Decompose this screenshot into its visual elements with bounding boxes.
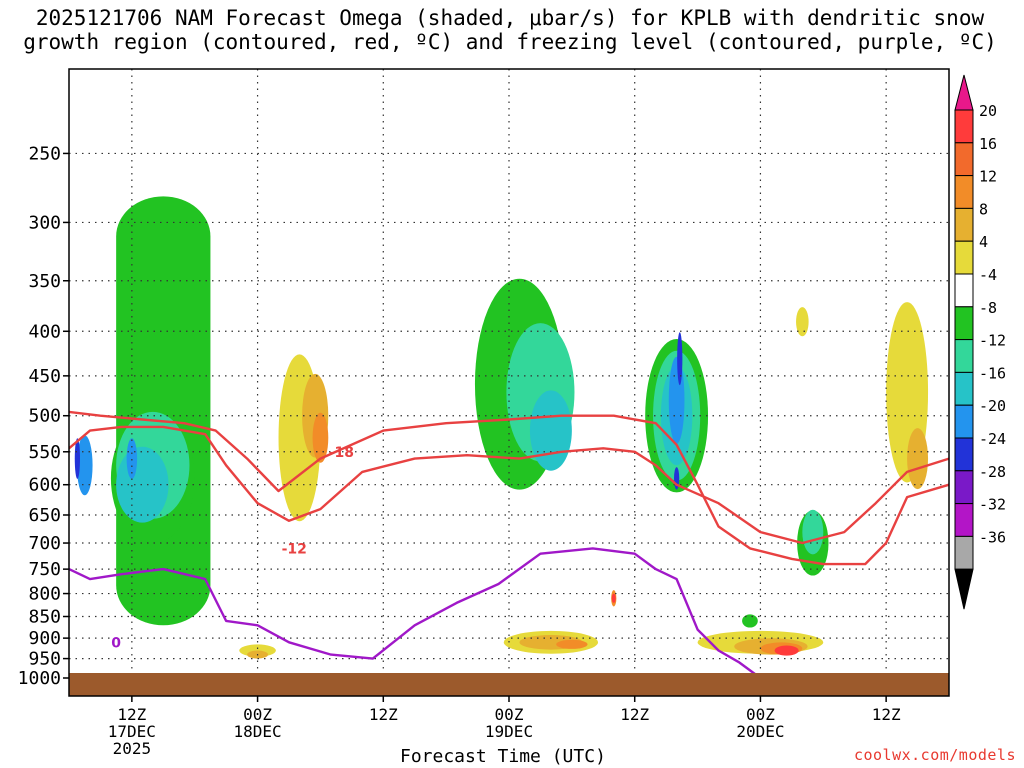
y-tick-label-600: 600 — [28, 475, 61, 496]
omega-layer-omega_-20_to_-24 — [74, 332, 683, 490]
colorbar-label--24: -24 — [979, 430, 1006, 448]
colorbar-label-4: 4 — [979, 233, 988, 251]
y-tick-label-700: 700 — [28, 533, 61, 554]
y-tick-label-1000: 1000 — [18, 668, 61, 689]
colorbar-segment-0 — [954, 109, 974, 144]
y-tick-label-750: 750 — [28, 559, 61, 580]
colorbar-label--16: -16 — [979, 364, 1006, 382]
colorbar-segment-12 — [954, 503, 974, 537]
ground-surface — [69, 673, 949, 696]
colorbar-label-16: 16 — [979, 135, 997, 153]
x-tick-label-0-1: 17DEC — [108, 722, 156, 741]
x-tick-label-2-0: 12Z — [369, 705, 398, 724]
omega-cell-8-0 — [774, 645, 799, 656]
y-tick-label-250: 250 — [28, 143, 61, 164]
site-credit: coolwx.com/models — [853, 746, 1016, 764]
omega-band-0-0 — [116, 196, 211, 626]
x-tick-label-6-0: 12Z — [872, 705, 901, 724]
colorbar-segment-5 — [954, 273, 974, 308]
colorbar-label--12: -12 — [979, 332, 1006, 350]
colorbar-segment-1 — [954, 142, 974, 177]
x-tick-label-5-0: 00Z — [746, 705, 775, 724]
chart-title-line-1: 2025121706 NAM Forecast Omega (shaded, μ… — [35, 6, 985, 30]
contour-label-0: -12 — [282, 541, 307, 557]
y-tick-label-400: 400 — [28, 321, 61, 342]
omega-cell-3-0 — [76, 435, 93, 496]
omega-cell-8-1 — [611, 593, 616, 603]
x-tick-label-1-0: 00Z — [243, 705, 272, 724]
omega-cell-6-3 — [907, 428, 929, 490]
colorbar-bottom-triangle — [954, 568, 974, 610]
y-tick-label-650: 650 — [28, 505, 61, 526]
omega-cell-7-0 — [312, 412, 329, 463]
colorbar-segment-8 — [954, 371, 974, 406]
omega-cell-4-1 — [677, 332, 683, 386]
colorbar-label--4: -4 — [979, 266, 997, 284]
contour-line-0 — [69, 425, 949, 545]
colorbar-segment-2 — [954, 175, 974, 209]
colorbar-label-8: 8 — [979, 200, 988, 218]
x-tick-label-3-1: 19DEC — [485, 722, 533, 741]
colorbar-label--36: -36 — [979, 528, 1006, 546]
y-tick-label-550: 550 — [28, 442, 61, 463]
colorbar-segment-6 — [954, 306, 974, 341]
omega-cell-5-5 — [796, 307, 809, 337]
x-tick-label-5-1: 20DEC — [736, 722, 784, 741]
y-tick-label-900: 900 — [28, 628, 61, 649]
contour-label-2: 0 — [111, 635, 121, 651]
omega-cell-0-4 — [742, 614, 758, 628]
y-tick-label-350: 350 — [28, 271, 61, 292]
x-tick-label-4-0: 12Z — [620, 705, 649, 724]
colorbar-top-triangle — [954, 74, 974, 111]
x-tick-label-1-1: 18DEC — [233, 722, 281, 741]
colorbar-segment-11 — [954, 470, 974, 505]
y-tick-label-950: 950 — [28, 649, 61, 670]
contour-line-1 — [69, 410, 949, 566]
omega-cell-1-3 — [802, 509, 824, 555]
colorbar-label--32: -32 — [979, 496, 1006, 514]
colorbar-segment-10 — [954, 437, 974, 472]
contour-label-1: -18 — [329, 445, 354, 461]
omega-cell-2-1 — [529, 390, 572, 471]
colorbar-label--8: -8 — [979, 299, 997, 317]
colorbar-segment-7 — [954, 339, 974, 373]
omega-cell-3-1 — [126, 438, 138, 479]
x-axis-title: Forecast Time (UTC) — [400, 746, 606, 767]
y-axis: 2503003504004505005506006507007508008509… — [18, 143, 69, 689]
x-tick-label-3-0: 00Z — [495, 705, 524, 724]
omega-cell-7-1 — [556, 639, 588, 649]
y-tick-label-800: 800 — [28, 584, 61, 605]
colorbar-segment-3 — [954, 207, 974, 242]
x-tick-label-0-0: 12Z — [117, 705, 146, 724]
y-tick-label-450: 450 — [28, 366, 61, 387]
colorbar: 20 16 12 8 4 -4 -8 -12 -16 -20 -24 -28 -32 -36 — [954, 74, 1006, 610]
omega-layer-omega_16_to_20 — [611, 593, 799, 656]
y-tick-label-300: 300 — [28, 212, 61, 233]
x-tick-label-0-2: 2025 — [113, 739, 152, 758]
omega-cell-4-0 — [74, 438, 80, 479]
colorbar-segment-13 — [954, 535, 974, 570]
plot-area: -12 -18 0 — [69, 69, 949, 696]
chart-title: 2025121706 NAM Forecast Omega (shaded, μ… — [0, 6, 1020, 54]
chart-title-line-2: growth region (contoured, red, ºC) and f… — [23, 30, 997, 54]
colorbar-label--28: -28 — [979, 463, 1006, 481]
colorbar-segment-9 — [954, 404, 974, 439]
colorbar-label-20: 20 — [979, 102, 997, 120]
y-tick-label-500: 500 — [28, 406, 61, 427]
colorbar-segment-4 — [954, 240, 974, 275]
y-tick-label-850: 850 — [28, 607, 61, 628]
contour-line-2 — [69, 547, 762, 679]
omega-layer-omega_4_to_8 — [239, 302, 929, 657]
colorbar-label-12: 12 — [979, 168, 997, 186]
colorbar-label--20: -20 — [979, 397, 1006, 415]
